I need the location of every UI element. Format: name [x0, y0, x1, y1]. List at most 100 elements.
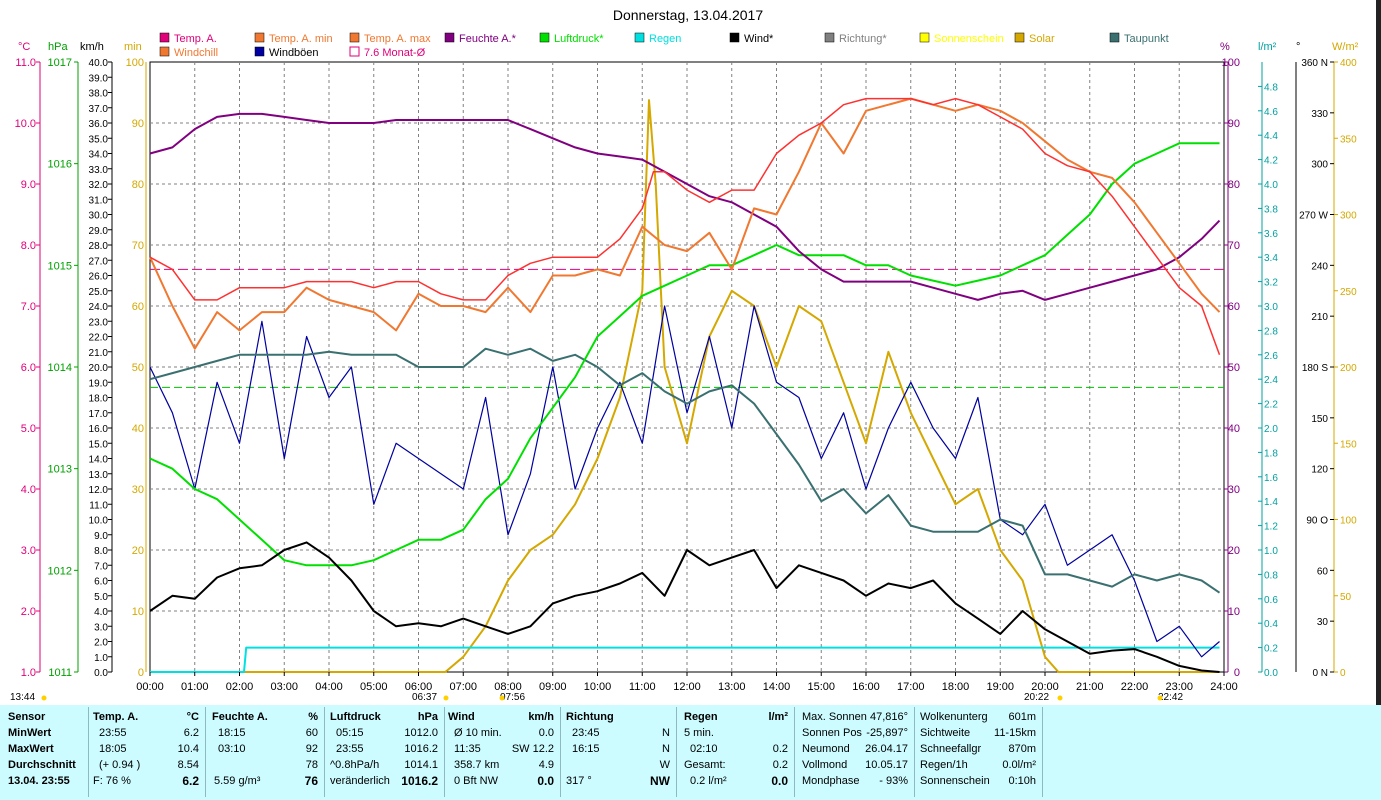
rain-tick-label: 3.4: [1264, 253, 1278, 264]
rain-tick-label: 1.6: [1264, 473, 1278, 484]
axis-units: °C hPa km/h min% l/m² ° W/m²: [18, 41, 1359, 53]
series-temp-a: [149, 97, 1221, 356]
rain-tick-label: 0.6: [1264, 595, 1278, 606]
degree-tick-label: 360 N: [1301, 58, 1328, 69]
sensor-avg: Durchschnitt: [8, 759, 76, 771]
percent-tick-label: 30: [1228, 484, 1240, 496]
pressure-min-time: 05:15: [336, 727, 364, 739]
temp-tick-label: 4.0: [21, 484, 36, 496]
legend-swatch: [1014, 32, 1025, 43]
min-tick-label: 80: [132, 179, 144, 191]
pressure-avg-value: 1014.1: [404, 759, 438, 771]
rain-tick-label: 3.0: [1264, 302, 1278, 313]
rain-max-value: 0.2: [772, 743, 788, 755]
direction-min-value: N: [662, 727, 670, 739]
degree-tick-label: 240: [1311, 261, 1328, 272]
legend-label: 7.6 Monat-Ø: [364, 47, 426, 59]
legend-swatch: [1109, 32, 1120, 43]
moon-phase-value: - 93%: [879, 775, 908, 787]
rain-tick-label: 0.2: [1264, 644, 1278, 655]
rain-tick-label: 3.6: [1264, 229, 1278, 240]
legend-swatch: [159, 32, 170, 43]
kmh-tick-label: 32.0: [89, 180, 109, 191]
rain-column: Regen l/m² 5 min. 02:10 0.2 Gesamt: 0.2 …: [684, 705, 790, 800]
weather-chart: Donnerstag, 13.04.2017 Temp. A. Temp. A. …: [10, 0, 1381, 705]
temp-tick-label: 1.0: [21, 667, 36, 679]
time-tick-label: 07:00: [449, 681, 477, 693]
series-regen: [150, 646, 1220, 673]
kmh-tick-label: 0.0: [94, 668, 108, 679]
percent-tick-label: 100: [1222, 57, 1240, 69]
pressure-min-value: 1012.0: [404, 727, 438, 739]
separator: [914, 707, 915, 797]
humidity-avg-value: 78: [305, 759, 318, 771]
direction-min-time: 23:45: [572, 727, 600, 739]
unit-percent: %: [1220, 41, 1230, 53]
hpa-tick-label: 1016: [48, 159, 72, 171]
temp-column: Temp. A. °C 23:55 6.2 18:05 10.4 (+ 0.94…: [93, 705, 201, 800]
legend-label: Temp. A.: [174, 33, 217, 45]
rain-tick-label: 2.2: [1264, 400, 1278, 411]
axes: 11.0 10.0 9.0 8.0 7.0 6.0 5.0 4.0 3.0 2.0 1.0 1017 1…: [15, 0, 1381, 705]
time-tick-label: 18:00: [942, 681, 970, 693]
percent-tick-label: 50: [1228, 362, 1240, 374]
time-tick-label: 04:00: [315, 681, 343, 693]
legend-swatch: [159, 46, 170, 57]
legend-label: Richtung*: [839, 33, 887, 45]
min-tick-label: 70: [132, 240, 144, 252]
rain-tick-label: 4.2: [1264, 156, 1278, 167]
wind-title: Wind: [448, 711, 475, 723]
pressure-max-value: 1016.2: [404, 743, 438, 755]
separator: [444, 707, 445, 797]
sun-pos-label: Sonnen Pos: [802, 727, 862, 739]
time-tick-label: 12:00: [673, 681, 701, 693]
temp-tick-label: 2.0: [21, 606, 36, 618]
pressure-unit: hPa: [417, 711, 438, 723]
temp-trend: (+ 0.94 ): [99, 759, 141, 771]
percent-tick-label: 0: [1234, 667, 1240, 679]
temp-avg-value: 8.54: [177, 759, 199, 771]
rain-tick-label: 3.8: [1264, 204, 1278, 215]
wind-avg-value: 4.9: [538, 759, 554, 771]
time-tick-label: 13:00: [718, 681, 746, 693]
pressure-trend: ^0.8hPa/h: [330, 759, 380, 771]
temp-unit: °C: [186, 711, 199, 723]
rain-tick-label: 2.0: [1264, 424, 1278, 435]
kmh-tick-label: 30.0: [89, 211, 109, 222]
kmh-tick-label: 26.0: [89, 272, 109, 283]
kmh-tick-label: 19.0: [89, 378, 109, 389]
pressure-max-time: 23:55: [336, 743, 364, 755]
direction-current-value: NW: [650, 774, 670, 788]
wind-avg10-label: Ø 10 min.: [454, 727, 502, 739]
series-windb-en: [149, 305, 1220, 658]
legend-label: Wind*: [744, 33, 774, 45]
legend-swatch: [254, 32, 265, 43]
percent-tick-label: 10: [1228, 606, 1240, 618]
rain-tick-label: 4.0: [1264, 180, 1278, 191]
kmh-tick-label: 18.0: [89, 394, 109, 405]
separator: [560, 707, 561, 797]
legend-label: Luftdruck*: [554, 33, 604, 45]
cloud-base-label: Wolkenunterg: [920, 711, 988, 723]
degree-tick-label: 90 O: [1306, 516, 1328, 527]
humidity-min-value: 60: [305, 727, 318, 739]
kmh-tick-label: 2.0: [94, 638, 108, 649]
legend-label: Taupunkt: [1124, 33, 1169, 45]
kmh-tick-label: 4.0: [94, 607, 108, 618]
wm2-tick-label: 100: [1340, 516, 1357, 527]
moon-phase-label: Mondphase: [802, 775, 860, 787]
rain-tick-label: 1.0: [1264, 546, 1278, 557]
temp-tick-label: 10.0: [15, 118, 36, 130]
kmh-tick-label: 27.0: [89, 256, 109, 267]
kmh-tick-label: 9.0: [94, 531, 108, 542]
legend-swatch: [254, 46, 265, 57]
degree-tick-label: 30: [1317, 617, 1329, 628]
time-tick-label: 15:00: [807, 681, 835, 693]
wm2-tick-label: 150: [1340, 439, 1357, 450]
kmh-tick-label: 35.0: [89, 134, 109, 145]
wm2-tick-label: 400: [1340, 58, 1357, 69]
temp-title: Temp. A.: [93, 711, 139, 723]
hpa-tick-label: 1011: [48, 667, 72, 679]
series-wind: [149, 541, 1220, 673]
time-tick-label: 24:00: [1210, 681, 1238, 693]
